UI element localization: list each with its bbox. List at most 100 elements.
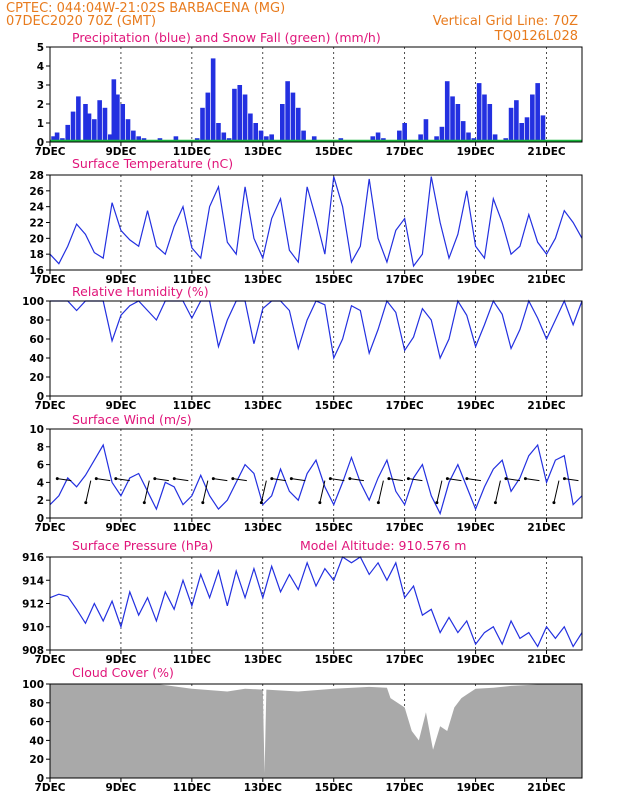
wind-frame <box>49 428 583 519</box>
wind-arrow-head <box>84 501 88 505</box>
panel-pressure: Surface Pressure (hPa) Model Altitude: 91… <box>22 538 583 666</box>
y-tick-label: 908 <box>22 645 44 657</box>
y-tick-label: 0 <box>37 513 44 525</box>
rh-line <box>50 299 583 361</box>
wind-arrow <box>260 480 267 503</box>
y-tick-label: 5 <box>37 42 44 54</box>
x-tick-label: 19DEC <box>456 782 495 794</box>
x-tick-label: 17DEC <box>386 522 425 534</box>
precip-bar <box>216 123 221 142</box>
precip-bar <box>466 132 471 142</box>
wind-arrow-head <box>114 477 118 481</box>
wind-arrow <box>115 478 130 482</box>
precip-bar <box>418 134 423 142</box>
x-tick-label: 21DEC <box>527 522 566 534</box>
precip-bar <box>285 81 290 142</box>
header-run-time: 07DEC2020 70Z (GMT) <box>6 14 156 29</box>
x-tick-label: 11DEC <box>173 654 212 666</box>
wind-arrow <box>271 478 286 482</box>
precip-bar <box>97 100 102 142</box>
precip-bar <box>111 79 117 142</box>
pressure-title: Surface Pressure (hPa) <box>72 538 213 553</box>
precip-bar <box>54 132 60 142</box>
wind-arrow-head <box>552 501 556 505</box>
x-tick-label: 13DEC <box>244 274 283 286</box>
precip-bar <box>70 111 76 142</box>
y-tick-label: 3 <box>37 80 44 92</box>
y-tick-label: 26 <box>29 186 44 198</box>
temp-title: Surface Temperature (nC) <box>72 156 233 171</box>
precip-bar <box>530 94 535 142</box>
wind-arrow-head <box>172 477 176 481</box>
x-tick-label: 9DEC <box>105 782 136 794</box>
precip-bar <box>439 126 445 142</box>
precip-bar <box>237 85 243 142</box>
precip-bar <box>290 92 296 142</box>
x-tick-label: 7DEC <box>35 522 66 534</box>
x-tick-label: 7DEC <box>35 146 66 158</box>
cloud-area <box>50 684 582 778</box>
x-tick-label: 21DEC <box>527 654 566 666</box>
y-tick-label: 910 <box>22 622 44 634</box>
wind-arrow <box>143 480 150 503</box>
x-tick-label: 11DEC <box>173 522 212 534</box>
x-tick-label: 9DEC <box>105 654 136 666</box>
wind-arrow <box>466 478 481 482</box>
precip-bar <box>102 107 108 142</box>
wind-arrow-head <box>465 477 469 481</box>
y-tick-label: 0 <box>37 391 44 403</box>
precip-bar <box>115 94 120 142</box>
precip-bar <box>280 104 285 142</box>
panel-cloud: Cloud Cover (%) 0 20 40 60 80 100 7DEC 9DEC 11DEC… <box>22 665 583 794</box>
wind-arrow-head <box>435 501 439 505</box>
wind-arrow <box>57 478 72 482</box>
y-tick-label: 6 <box>37 460 44 472</box>
x-tick-label: 15DEC <box>315 522 354 534</box>
y-tick-label: 2 <box>37 99 44 111</box>
wind-arrow <box>494 480 501 503</box>
wind-arrow-head <box>328 477 332 481</box>
wind-title: Surface Wind (m/s) <box>72 412 192 427</box>
precip-frame <box>49 46 583 143</box>
y-tick-label: 60 <box>29 334 44 346</box>
precip-bar <box>120 104 126 142</box>
wind-arrow <box>291 478 306 482</box>
wind-arrow <box>388 478 403 482</box>
y-tick-label: 20 <box>29 754 44 766</box>
y-tick-label: 0 <box>37 137 44 149</box>
y-tick-label: 28 <box>29 170 44 182</box>
y-tick-label: 8 <box>37 442 44 454</box>
rh-frame <box>49 300 583 397</box>
temp-line <box>49 176 583 268</box>
wind-arrow-head <box>504 477 508 481</box>
y-tick-label: 40 <box>29 353 44 365</box>
precip-bar <box>83 104 88 142</box>
x-tick-label: 9DEC <box>105 400 136 412</box>
wind-arrow-head <box>523 477 527 481</box>
precip-bar <box>444 81 450 142</box>
precip-bar <box>295 107 301 142</box>
precip-bar <box>402 123 407 142</box>
precip-bar <box>173 136 179 142</box>
x-tick-label: 11DEC <box>173 274 212 286</box>
precip-bar <box>65 124 71 142</box>
precip-bar <box>514 100 519 142</box>
wind-arrow-head <box>259 501 263 505</box>
x-tick-label: 9DEC <box>105 146 136 158</box>
panel-precip: Precipitation (blue) and Snow Fall (gree… <box>35 30 583 158</box>
wind-arrow <box>154 478 169 482</box>
wind-arrow <box>174 478 189 482</box>
y-tick-label: 60 <box>29 717 44 729</box>
precip-bar <box>476 83 482 142</box>
wind-arrow-head <box>142 501 146 505</box>
wind-arrow <box>202 480 209 503</box>
pressure-line <box>49 556 583 648</box>
x-tick-label: 17DEC <box>386 400 425 412</box>
y-tick-label: 18 <box>29 249 44 261</box>
x-tick-label: 19DEC <box>456 146 495 158</box>
y-tick-label: 16 <box>29 265 44 277</box>
precip-bar <box>248 113 253 142</box>
precip-bar <box>508 107 514 142</box>
precip-bar <box>370 136 376 142</box>
